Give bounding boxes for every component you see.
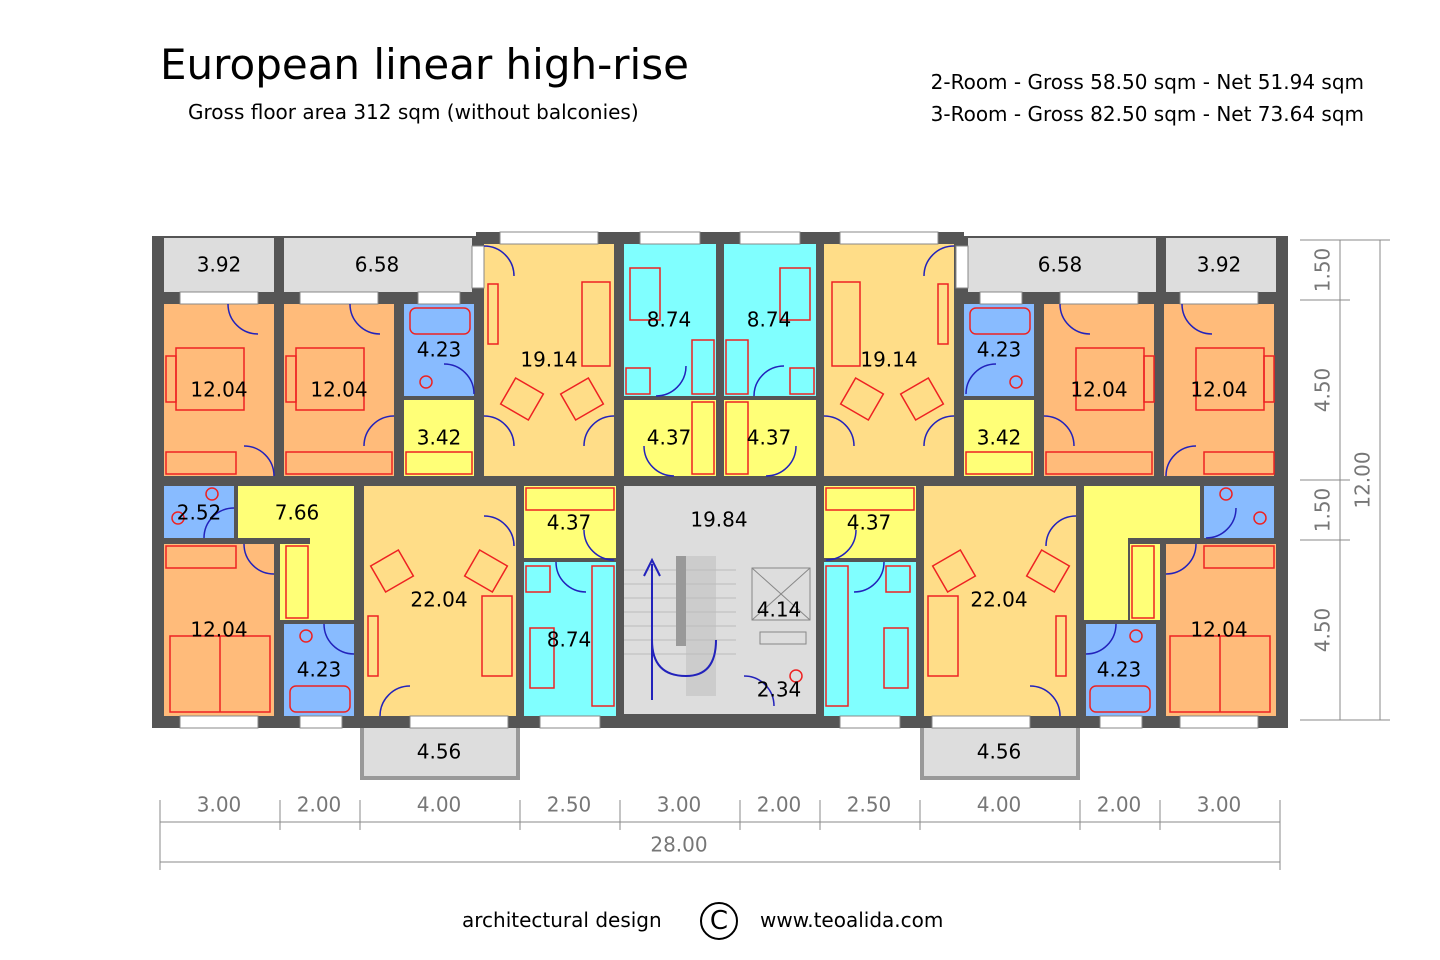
kitchen-br: [824, 562, 916, 716]
living-br: [924, 486, 1076, 716]
plan-title: European linear high-rise: [160, 40, 689, 89]
dim-bottom-7: 2.50: [847, 793, 892, 817]
area-kitchen-tl: 8.74: [647, 308, 692, 332]
dim-right-1: 1.50: [1311, 248, 1335, 293]
balcony-tl1: [164, 238, 274, 292]
dim-bottom-9: 2.00: [1097, 793, 1142, 817]
area-shaft: 2.34: [757, 678, 802, 702]
area-hall-ml: 7.66: [275, 501, 320, 525]
area-balcony-bl: 4.56: [417, 740, 462, 764]
area-balcony-tr2: 6.58: [1038, 253, 1083, 277]
area-hall-tr: 3.42: [977, 426, 1022, 450]
area-living-tl: 19.14: [520, 348, 577, 372]
dim-bottom-6: 2.00: [757, 793, 802, 817]
hall-mtr: [724, 400, 816, 476]
hall-bl-strip: [280, 544, 310, 620]
area-wc-ml: 2.52: [177, 501, 222, 525]
balcony-tl2: [284, 238, 472, 292]
dim-right-4: 4.50: [1311, 608, 1335, 653]
area-hall-cr: 4.37: [847, 511, 892, 535]
area-bedroom-tl1: 12.04: [190, 378, 247, 402]
area-bedroom-tl2: 12.04: [310, 378, 367, 402]
dim-total-depth: 12.00: [1351, 451, 1375, 508]
area-bath-br: 4.23: [1097, 658, 1142, 682]
balcony-tr1: [1166, 238, 1276, 292]
dim-bottom-1: 3.00: [197, 793, 242, 817]
wc-mr: [1204, 486, 1274, 538]
hall-cl: [524, 486, 616, 558]
area-bath-bl: 4.23: [297, 658, 342, 682]
spec-2-room: 2-Room - Gross 58.50 sqm - Net 51.94 sqm: [930, 70, 1364, 94]
dim-total-width: 28.00: [650, 833, 707, 857]
hall-ml: [238, 486, 354, 538]
bedroom-tl2: [284, 304, 394, 476]
area-balcony-tr1: 3.92: [1197, 253, 1242, 277]
bath-bl: [284, 624, 354, 716]
dim-bottom-2: 2.00: [297, 793, 342, 817]
area-living-br: 22.04: [970, 588, 1027, 612]
copyright-icon: C: [700, 902, 738, 940]
area-living-tr: 19.14: [860, 348, 917, 372]
hall-br-strip: [1130, 544, 1160, 620]
bedroom-tl1: [164, 304, 274, 476]
area-hall-tl: 3.42: [417, 426, 462, 450]
hall-ml-ext: [310, 538, 354, 620]
area-balcony-br: 4.56: [977, 740, 1022, 764]
area-hall-mtl: 4.37: [647, 426, 692, 450]
area-bedroom-bl: 12.04: [190, 618, 247, 642]
bedroom-tr2: [1044, 304, 1154, 476]
area-balcony-tl2: 6.58: [355, 253, 400, 277]
bath-tl: [404, 304, 474, 396]
balcony-tr2: [968, 238, 1156, 292]
shaft: [744, 664, 816, 714]
dim-bottom-5: 3.00: [657, 793, 702, 817]
area-bedroom-tr2: 12.04: [1070, 378, 1127, 402]
hall-cr: [824, 486, 916, 558]
area-elevator: 4.14: [757, 598, 802, 622]
hall-tl: [404, 400, 474, 476]
area-bath-tl: 4.23: [417, 338, 462, 362]
living-bl: [364, 486, 516, 716]
area-kitchen-bl: 8.74: [547, 628, 592, 652]
elevator: [744, 562, 816, 658]
dim-bottom-3: 4.00: [417, 793, 462, 817]
area-bedroom-tr1: 12.04: [1190, 378, 1247, 402]
hall-tr: [964, 400, 1034, 476]
dim-bottom-10: 3.00: [1197, 793, 1242, 817]
dim-bottom-8: 4.00: [977, 793, 1022, 817]
area-hall-cl: 4.37: [547, 511, 592, 535]
area-hall-mtr: 4.37: [747, 426, 792, 450]
bath-br: [1086, 624, 1156, 716]
footer-website: www.teoalida.com: [760, 908, 944, 932]
area-living-bl: 22.04: [410, 588, 467, 612]
footer-design-label: architectural design: [462, 908, 662, 932]
area-bedroom-br: 12.04: [1190, 618, 1247, 642]
dim-right-2: 4.50: [1311, 368, 1335, 413]
area-balcony-tl1: 3.92: [197, 253, 242, 277]
hall-mr-ext: [1084, 538, 1128, 620]
area-kitchen-tr: 8.74: [747, 308, 792, 332]
hall-mr: [1084, 486, 1200, 538]
plan-subtitle: Gross floor area 312 sqm (without balcon…: [188, 100, 639, 124]
dim-right-3: 1.50: [1311, 488, 1335, 533]
dim-bottom-4: 2.50: [547, 793, 592, 817]
spec-3-room: 3-Room - Gross 82.50 sqm - Net 73.64 sqm: [930, 102, 1364, 126]
bedroom-br: [1166, 544, 1276, 716]
bedroom-tr1: [1164, 304, 1274, 476]
area-stair: 19.84: [690, 508, 747, 532]
area-bath-tr: 4.23: [977, 338, 1022, 362]
hall-mtl: [624, 400, 716, 476]
bedroom-bl: [164, 544, 274, 716]
